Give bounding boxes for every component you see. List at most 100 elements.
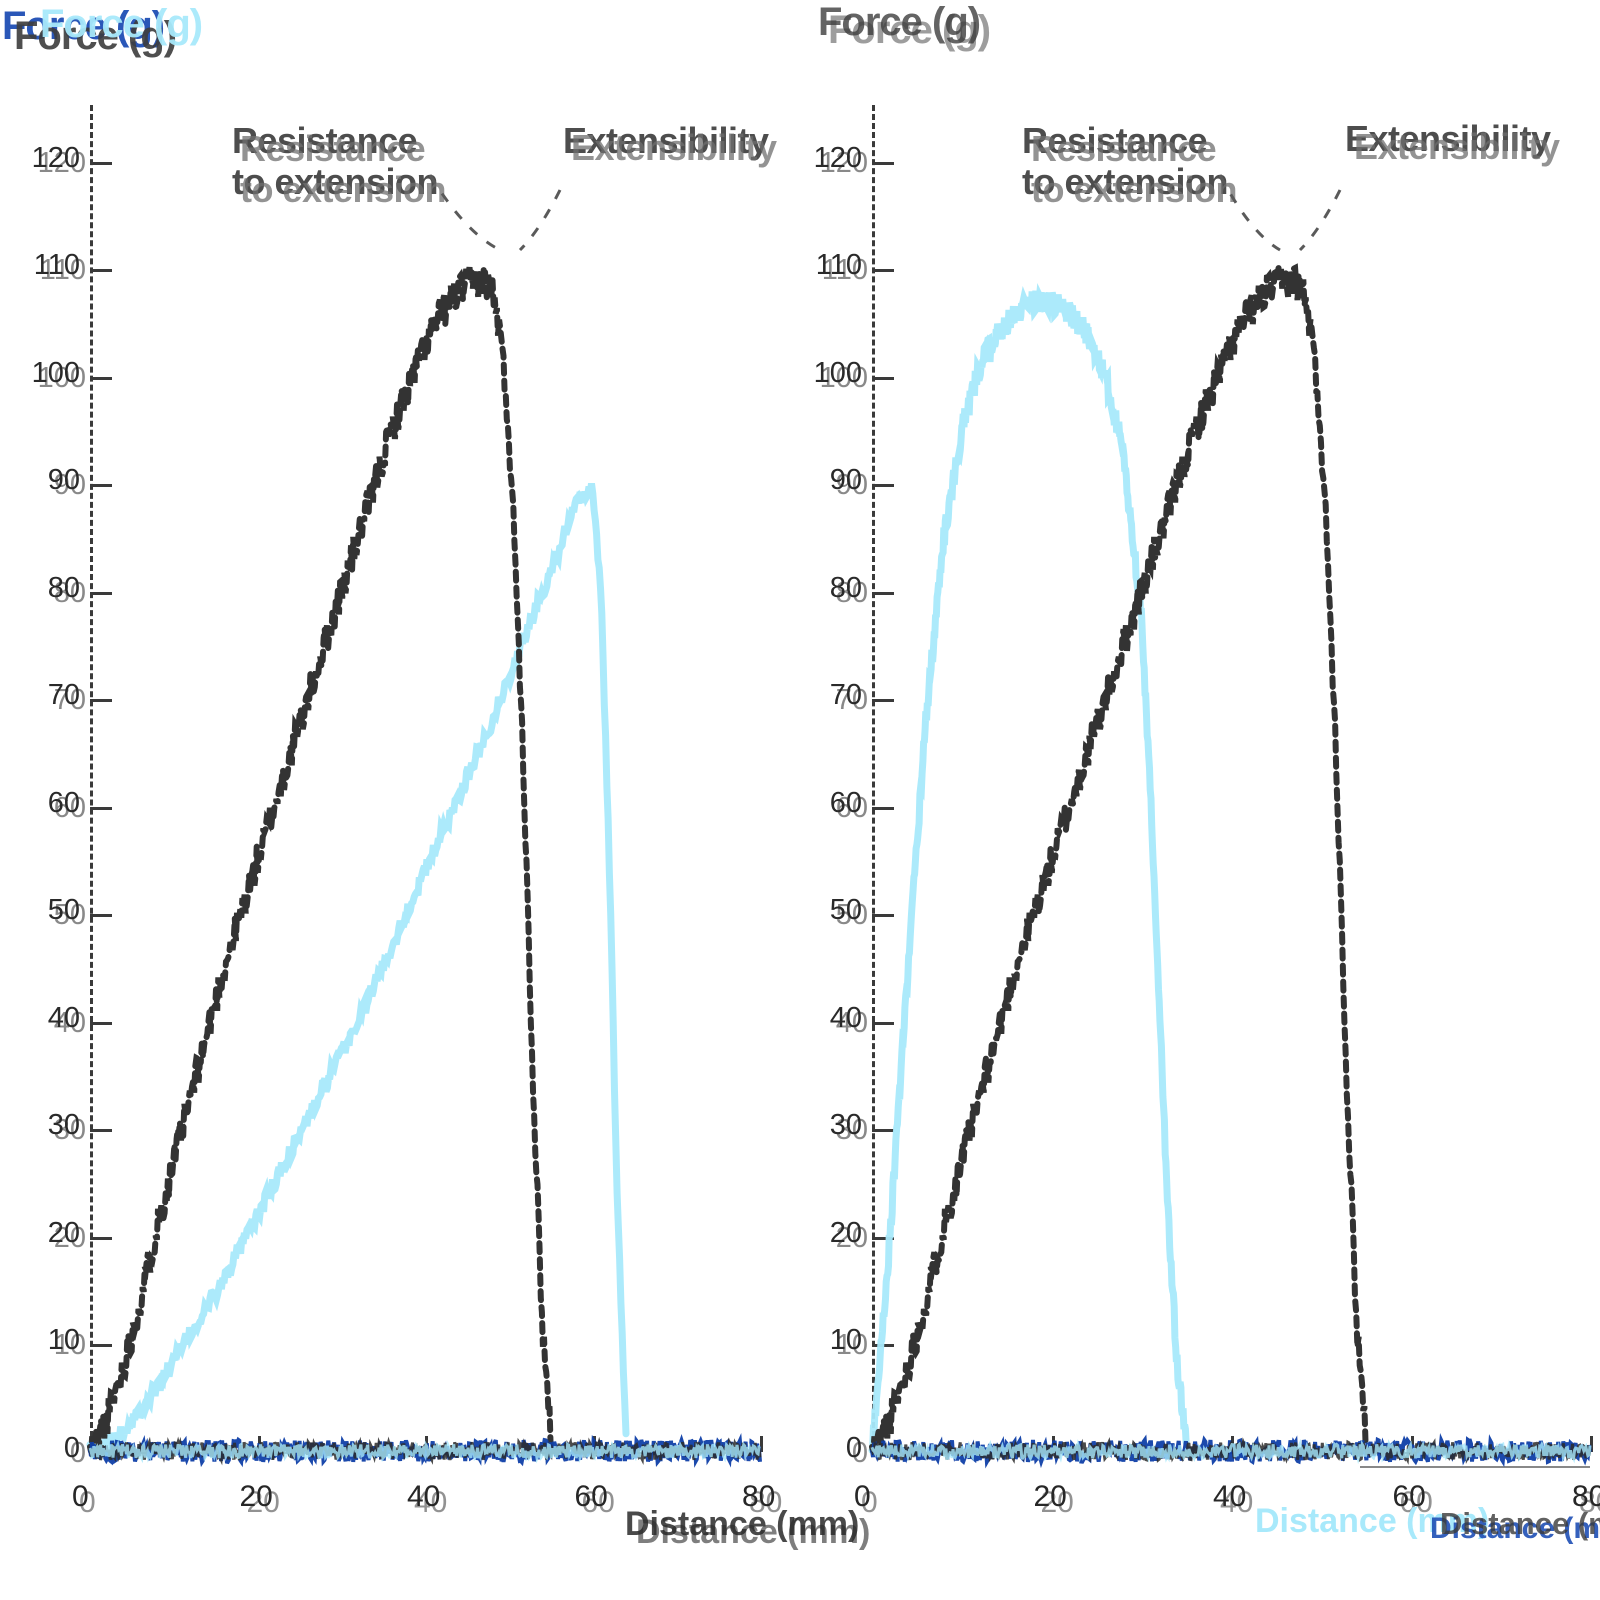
chart-panel-right: Force (g) Force (g) 120 120 110 110 100 100 90…	[800, 0, 1600, 1600]
y-tick-label-ghost: 80	[835, 576, 868, 609]
y-tick-label-ghost: 10	[53, 1329, 86, 1362]
y-tick-label-ghost: 30	[53, 1114, 86, 1147]
x-tick-label-ghost: 0	[861, 1486, 878, 1519]
y-tick-label-ghost: 20	[53, 1221, 86, 1254]
y-tick-mark	[872, 1236, 894, 1240]
y-axis-title: Force (g)	[818, 0, 981, 44]
x-tick-mark	[1410, 1436, 1414, 1452]
y-tick-mark	[90, 376, 112, 380]
y-tick-label-ghost: 100	[37, 361, 86, 394]
y-tick-label: 10	[829, 1324, 862, 1357]
y-tick-label: 80	[47, 571, 80, 604]
y-tick-label: 20	[47, 1216, 80, 1249]
series-dark-curve	[869, 263, 1369, 1453]
x-axis-title: Distance (mm)	[1255, 1502, 1490, 1540]
x-tick-label: 20	[1033, 1480, 1067, 1513]
x-tick-label: 40	[407, 1480, 441, 1513]
y-tick-label: 90	[47, 464, 80, 497]
y-axis-title-ghost-1: Force (g)	[828, 8, 991, 52]
y-tick-label-ghost: 100	[819, 361, 868, 394]
y-tick-label-ghost: 120	[37, 146, 86, 179]
x-tick-label: 0	[72, 1480, 89, 1513]
y-tick-label-ghost: 40	[53, 1006, 86, 1039]
y-tick-label-ghost: 60	[53, 791, 86, 824]
y-tick-label-ghost: 120	[819, 146, 868, 179]
y-tick-label: 30	[47, 1109, 80, 1142]
y-tick-label-ghost: 90	[835, 469, 868, 502]
y-tick-mark	[90, 1129, 112, 1133]
x-axis-title-ghost-1: Distance (mm)	[1430, 1512, 1600, 1545]
x-tick-label-ghost: 20	[246, 1486, 280, 1519]
annotation-resistance-ghost: Resistance to extension	[240, 128, 447, 211]
y-tick-mark	[90, 806, 112, 810]
annotation-extensibility-ghost: Extensibility	[571, 127, 777, 168]
x-tick-mark	[1590, 1436, 1593, 1452]
y-tick-mark	[872, 806, 894, 810]
y-axis-title-ghost-1: Force (g)	[14, 14, 177, 58]
y-tick-mark	[872, 269, 894, 273]
annotation-leader-line	[1298, 189, 1342, 252]
x-tick-label-ghost: 80	[1579, 1486, 1600, 1519]
y-tick-label: 40	[47, 1001, 80, 1034]
x-tick-label-ghost: 80	[749, 1486, 783, 1519]
x-axis-line-ghost	[1360, 1466, 1590, 1468]
y-tick-mark	[90, 484, 112, 488]
y-tick-label-ghost: 80	[53, 576, 86, 609]
y-tick-label: 100	[31, 356, 80, 389]
x-tick-label: 40	[1213, 1480, 1247, 1513]
x-tick-label-ghost: 20	[1040, 1486, 1074, 1519]
series-dark-curve	[87, 263, 554, 1453]
y-tick-label-ghost: 50	[53, 899, 86, 932]
y-tick-label-ghost: 90	[53, 469, 86, 502]
curves-right	[868, 174, 1592, 1469]
y-tick-label: 90	[829, 464, 862, 497]
annotation-resistance: Resistance to extension	[1022, 120, 1229, 203]
x-tick-mark	[760, 1436, 763, 1452]
x-tick-label: 0	[854, 1480, 871, 1513]
annotation-leader-line	[428, 174, 501, 252]
x-tick-label-ghost: 60	[1399, 1486, 1433, 1519]
y-tick-label: 70	[829, 679, 862, 712]
y-tick-label: 50	[47, 894, 80, 927]
y-tick-mark	[872, 484, 894, 488]
y-tick-mark	[90, 1236, 112, 1240]
y-tick-label: 10	[47, 1324, 80, 1357]
annotation-extensibility-ghost: Extensibility	[1354, 126, 1560, 167]
y-tick-label: 60	[829, 786, 862, 819]
y-tick-label-ghost: 10	[835, 1329, 868, 1362]
y-tick-label: 60	[47, 786, 80, 819]
y-tick-mark	[90, 699, 112, 703]
y-tick-mark	[90, 1021, 112, 1025]
y-tick-label-ghost: 60	[835, 791, 868, 824]
y-tick-mark	[90, 591, 112, 595]
y-tick-mark	[872, 376, 894, 380]
baseline-noise	[870, 1438, 1592, 1465]
chart-panel-left: Force (g) Force (g) Force (g) 120 120 110 1…	[2, 2, 870, 1551]
y-tick-label: 80	[829, 571, 862, 604]
y-tick-mark	[872, 699, 894, 703]
y-tick-label: 70	[47, 679, 80, 712]
y-tick-label-ghost: 110	[821, 254, 868, 287]
annotation-extensibility: Extensibility	[1345, 118, 1551, 159]
curves-left	[86, 174, 762, 1468]
y-tick-label-ghost: 0	[851, 1437, 868, 1469]
y-axis-title: Force (g)	[2, 4, 165, 48]
annotation-resistance-ghost: Resistance to extension	[1031, 128, 1238, 211]
y-tick-label-ghost: 50	[835, 899, 868, 932]
y-tick-label-ghost: 70	[53, 684, 86, 717]
y-tick-mark	[872, 591, 894, 595]
x-tick-label: 60	[574, 1480, 608, 1513]
y-tick-label: 30	[829, 1109, 862, 1142]
x-axis-title: Distance (mm)	[625, 1505, 860, 1543]
y-tick-mark	[872, 1021, 894, 1025]
y-axis-line	[872, 105, 875, 1455]
y-tick-label: 40	[829, 1001, 862, 1034]
x-tick-label: 80	[742, 1480, 776, 1513]
y-tick-label-ghost: 70	[835, 684, 868, 717]
y-tick-label-ghost: 110	[39, 254, 86, 287]
y-tick-mark	[872, 1129, 894, 1133]
baseline-noise	[88, 1439, 761, 1464]
x-axis-title-ghost-2: Distance (mm)	[1440, 1506, 1600, 1541]
y-tick-mark	[872, 161, 894, 165]
